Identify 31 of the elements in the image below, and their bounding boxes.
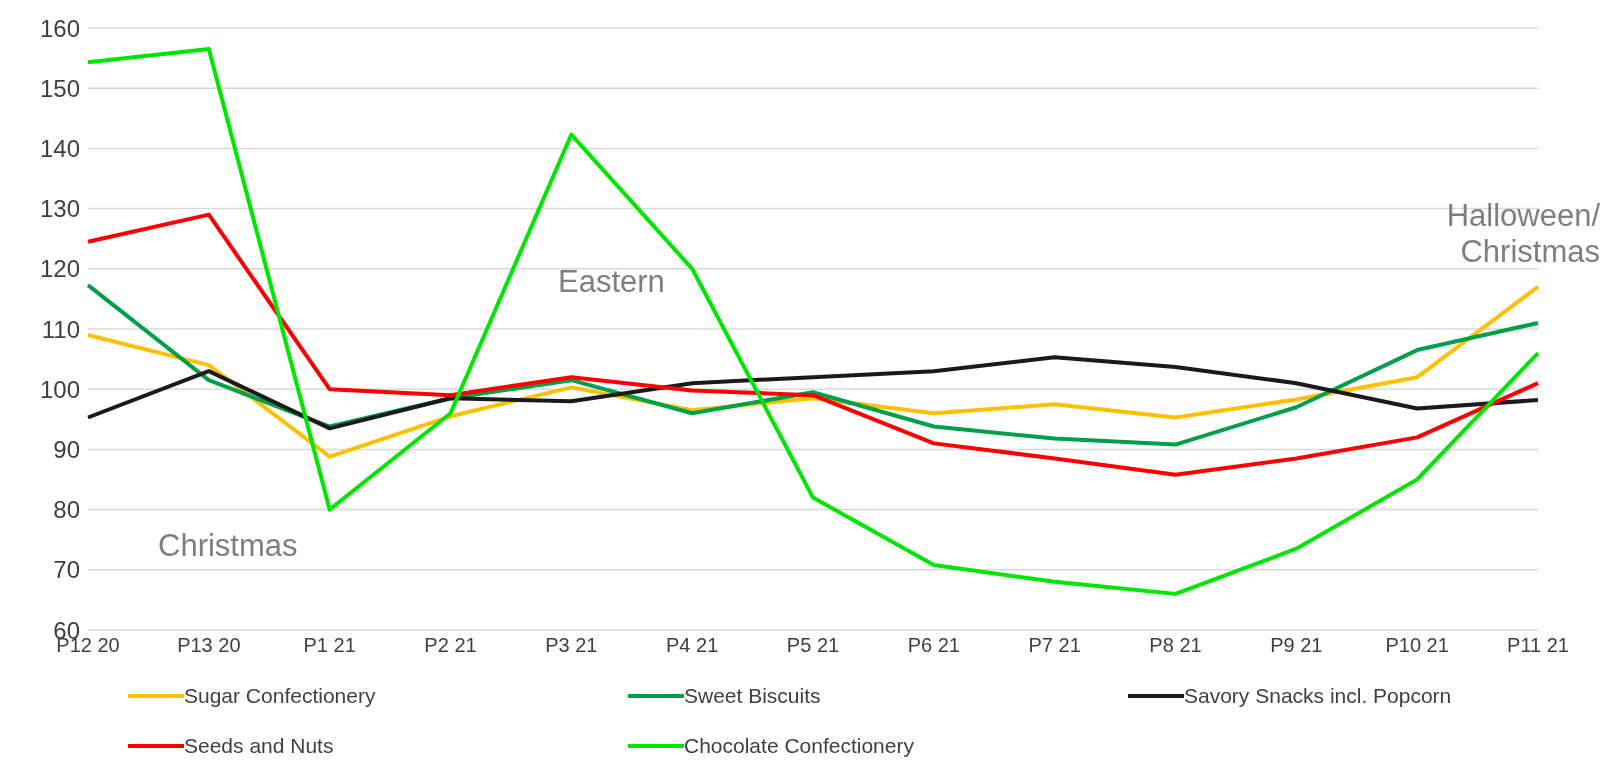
y-tick-label: 140 — [39, 134, 80, 162]
x-tick-label: P10 21 — [1385, 634, 1449, 657]
annotation: Christmas — [158, 528, 299, 564]
legend-label: Sweet Biscuits — [684, 684, 821, 708]
x-tick-label: P11 21 — [1507, 634, 1569, 657]
y-tick-label: 150 — [39, 74, 80, 102]
y-tick-label: 100 — [39, 375, 80, 403]
legend-label: Chocolate Confectionery — [684, 734, 914, 758]
y-tick-label: 120 — [39, 255, 80, 283]
y-tick-label: 90 — [53, 435, 80, 463]
legend-label: Sugar Confectionery — [184, 684, 376, 708]
legend-label: Savory Snacks incl. Popcorn — [1184, 684, 1452, 708]
y-tick-label: 110 — [41, 315, 80, 343]
x-tick-label: P2 21 — [424, 634, 477, 657]
x-tick-label: P7 21 — [1028, 634, 1081, 657]
x-tick-label: P4 21 — [666, 634, 719, 657]
x-tick-label: P9 21 — [1270, 634, 1323, 657]
x-tick-label: P13 20 — [177, 634, 241, 657]
y-tick-label: 160 — [39, 14, 80, 42]
legend-label: Seeds and Nuts — [184, 734, 334, 758]
x-tick-label: P3 21 — [545, 634, 598, 657]
x-tick-label: P6 21 — [907, 634, 960, 657]
y-tick-label: 80 — [53, 496, 80, 524]
y-tick-label: 130 — [39, 195, 80, 223]
annotation: Halloween/ Christmas — [1445, 198, 1600, 270]
x-tick-label: P8 21 — [1149, 634, 1202, 657]
x-tick-label: P1 21 — [303, 634, 356, 657]
y-tick-label: 70 — [53, 556, 80, 584]
x-tick-label: P5 21 — [786, 634, 840, 657]
line-series — [86, 355, 1540, 431]
annotation: Eastern — [558, 264, 666, 300]
